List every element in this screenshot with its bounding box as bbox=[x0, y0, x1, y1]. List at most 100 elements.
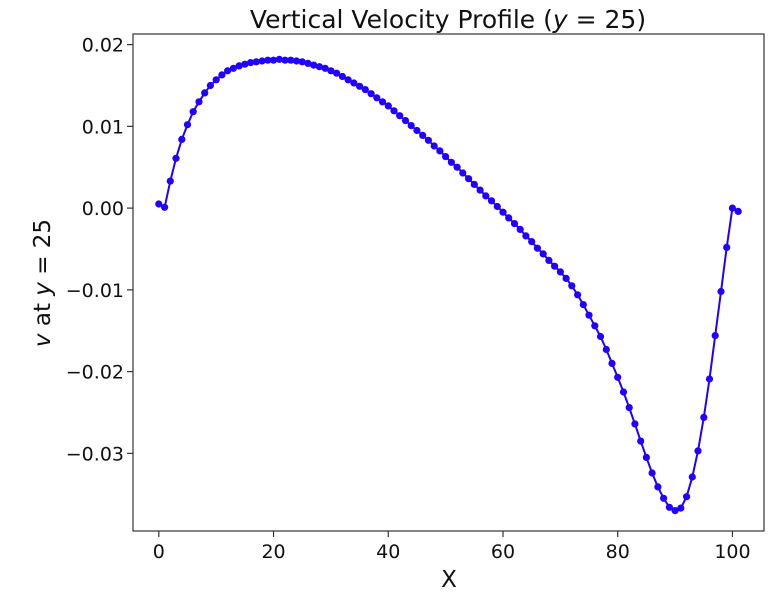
data-point bbox=[579, 301, 587, 309]
data-point bbox=[734, 207, 742, 215]
data-point bbox=[424, 136, 432, 144]
data-point bbox=[155, 200, 163, 208]
data-point bbox=[723, 243, 731, 251]
data-point bbox=[178, 135, 186, 143]
data-point bbox=[361, 86, 369, 94]
y-axis-label-suffix: = 25 bbox=[30, 219, 56, 282]
data-point bbox=[436, 147, 444, 155]
data-point bbox=[470, 180, 478, 188]
data-point bbox=[596, 332, 605, 341]
x-tick-label: 20 bbox=[261, 541, 285, 563]
data-point bbox=[700, 413, 708, 421]
data-point bbox=[545, 256, 553, 264]
series-points bbox=[155, 55, 742, 515]
data-point bbox=[499, 208, 507, 216]
data-point bbox=[298, 58, 306, 66]
data-point bbox=[654, 483, 662, 491]
data-point bbox=[419, 131, 427, 139]
data-point bbox=[304, 59, 312, 67]
data-point bbox=[637, 437, 645, 445]
data-point bbox=[642, 453, 651, 461]
data-point bbox=[287, 56, 295, 64]
data-point bbox=[602, 345, 610, 354]
chart-title-var: y bbox=[552, 5, 569, 34]
x-axis-label: X bbox=[441, 567, 457, 593]
y-axis-label-mid: at bbox=[30, 296, 56, 334]
data-point bbox=[390, 107, 398, 115]
data-point bbox=[183, 121, 192, 129]
data-point bbox=[356, 82, 364, 90]
data-point bbox=[384, 102, 392, 110]
y-axis-label: v at y = 25 bbox=[30, 219, 56, 347]
data-point bbox=[591, 322, 599, 330]
data-point bbox=[333, 69, 341, 77]
data-point bbox=[350, 79, 358, 87]
data-point bbox=[648, 469, 656, 477]
data-point bbox=[413, 126, 421, 135]
data-point bbox=[728, 204, 737, 212]
data-point bbox=[212, 76, 220, 84]
data-point bbox=[396, 112, 404, 120]
data-point bbox=[269, 56, 278, 64]
x-tick-label: 80 bbox=[606, 541, 630, 563]
data-point bbox=[694, 447, 702, 455]
chart-title: Vertical Velocity Profile (y = 25) bbox=[250, 5, 646, 34]
data-point bbox=[373, 94, 381, 102]
data-point bbox=[224, 67, 232, 75]
x-tick-label: 60 bbox=[491, 541, 515, 563]
data-point bbox=[619, 388, 628, 396]
data-point bbox=[201, 89, 209, 97]
data-point bbox=[631, 420, 639, 428]
y-tick-label: −0.01 bbox=[66, 280, 124, 302]
data-point bbox=[206, 81, 214, 90]
y-axis-ticks: 0.02 0.01 0.00 −0.01 −0.02 −0.03 bbox=[66, 35, 133, 465]
data-point bbox=[292, 57, 301, 65]
plot-frame bbox=[132, 33, 765, 532]
data-point bbox=[459, 169, 467, 177]
data-point bbox=[252, 58, 260, 66]
data-point bbox=[258, 57, 266, 65]
data-point bbox=[218, 71, 226, 79]
y-tick-label: −0.02 bbox=[66, 362, 124, 384]
chart-title-suffix: = 25) bbox=[568, 5, 646, 34]
data-point bbox=[453, 163, 461, 171]
data-point bbox=[539, 250, 547, 258]
data-point bbox=[378, 98, 387, 106]
data-point bbox=[447, 158, 455, 166]
data-point bbox=[677, 504, 685, 512]
data-point bbox=[241, 60, 249, 68]
data-point bbox=[717, 287, 725, 296]
data-point bbox=[608, 359, 616, 367]
data-point bbox=[522, 232, 530, 240]
y-axis-label-var1: v bbox=[30, 333, 56, 347]
data-point bbox=[711, 332, 719, 340]
data-point bbox=[688, 473, 696, 481]
data-point bbox=[195, 98, 203, 106]
data-point bbox=[442, 153, 450, 161]
data-point bbox=[247, 59, 255, 67]
data-point bbox=[321, 64, 329, 72]
data-point bbox=[476, 186, 484, 194]
data-point bbox=[556, 268, 565, 276]
data-point bbox=[614, 373, 622, 381]
x-tick-label: 40 bbox=[376, 541, 400, 563]
data-point bbox=[671, 507, 679, 515]
data-point bbox=[338, 72, 346, 81]
data-point bbox=[585, 311, 593, 319]
data-point bbox=[344, 76, 352, 84]
y-axis-label-var2: y bbox=[30, 282, 56, 297]
data-point bbox=[533, 244, 542, 252]
data-point bbox=[310, 61, 318, 69]
y-tick-label: −0.03 bbox=[66, 443, 124, 465]
data-point bbox=[528, 238, 536, 246]
data-point bbox=[493, 202, 501, 211]
x-axis-ticks: 0 20 40 60 80 100 bbox=[153, 531, 751, 563]
data-point bbox=[487, 197, 496, 205]
data-point bbox=[465, 175, 473, 183]
data-point bbox=[166, 177, 174, 185]
data-point bbox=[275, 55, 283, 63]
chart-title-prefix: Vertical Velocity Profile ( bbox=[250, 5, 553, 34]
data-point bbox=[705, 375, 714, 383]
